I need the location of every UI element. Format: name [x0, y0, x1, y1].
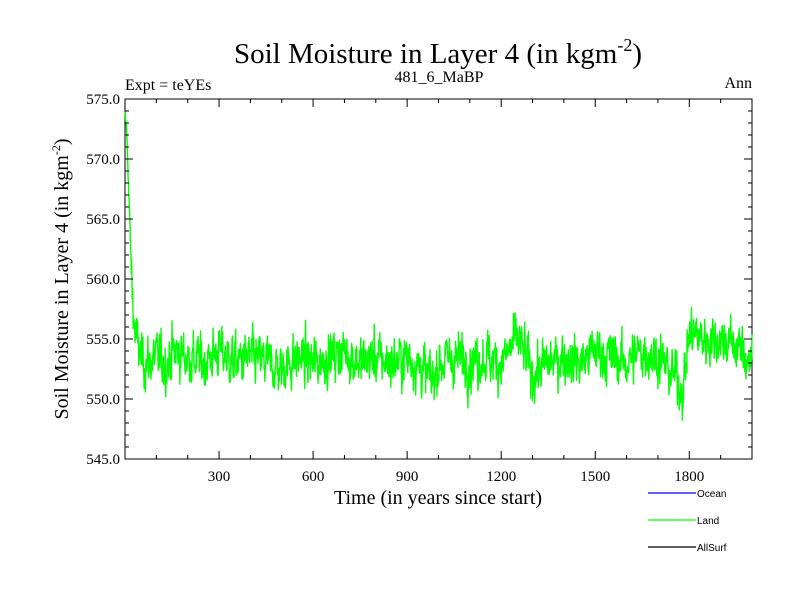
- y-label-main: Soil Moisture in Layer 4 (in kgm: [51, 155, 73, 420]
- y-tick-label: 545.0: [86, 452, 120, 468]
- x-tick-label: 1200: [486, 469, 516, 485]
- y-tick-label: 565.0: [86, 212, 120, 228]
- subtitle-expt: Expt = teYEs: [125, 77, 211, 94]
- y-tick-labels: 545.0 550.0 555.0 560.0 565.0 570.0 575.0: [86, 92, 120, 468]
- y-axis-label: Soil Moisture in Layer 4 (in kgm-2): [49, 138, 73, 419]
- subtitle-season: Ann: [724, 75, 752, 92]
- legend-ocean-label: Ocean: [697, 489, 726, 500]
- y-tick-label: 550.0: [86, 392, 120, 408]
- y-label-superscript: -2: [49, 145, 63, 155]
- legend-allsurf-label: AllSurf: [697, 543, 727, 554]
- legend: Ocean Land AllSurf: [648, 489, 727, 554]
- title-superscript: -2: [617, 35, 632, 55]
- x-tick-label: 1800: [674, 469, 704, 485]
- x-tick-label: 300: [208, 469, 231, 485]
- series-land-line: [124, 112, 753, 421]
- axis-ticks: [125, 98, 752, 460]
- x-tick-label: 1500: [580, 469, 610, 485]
- x-tick-labels: 300 600 900 1200 1500 1800: [208, 469, 704, 485]
- y-tick-label: 560.0: [86, 272, 120, 288]
- x-axis-label: Time (in years since start): [334, 487, 542, 509]
- y-tick-label: 555.0: [86, 332, 120, 348]
- series-layer: [124, 112, 753, 421]
- y-tick-label: 575.0: [86, 92, 120, 108]
- subtitle-run: 481_6_MaBP: [395, 69, 484, 86]
- chart-title: Soil Moisture in Layer 4 (in kgm-2): [234, 35, 642, 70]
- x-tick-label: 900: [396, 469, 419, 485]
- y-tick-label: 570.0: [86, 152, 120, 168]
- x-tick-label: 600: [302, 469, 325, 485]
- legend-land-label: Land: [697, 516, 719, 527]
- title-main: Soil Moisture in Layer 4 (in kgm: [234, 38, 618, 70]
- plot-frame: [124, 98, 753, 460]
- y-label-close: ): [51, 138, 73, 145]
- title-close: ): [632, 38, 642, 70]
